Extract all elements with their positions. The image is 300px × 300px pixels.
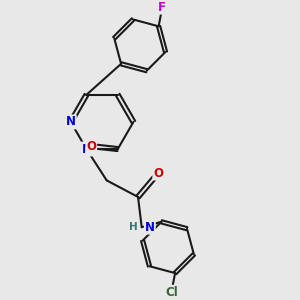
Text: N: N	[66, 116, 76, 128]
Text: O: O	[153, 167, 163, 179]
Text: O: O	[86, 140, 96, 153]
Text: Cl: Cl	[165, 286, 178, 299]
Text: N: N	[145, 221, 155, 234]
Text: F: F	[158, 1, 166, 13]
Text: H: H	[129, 222, 138, 232]
Text: N: N	[81, 142, 92, 156]
